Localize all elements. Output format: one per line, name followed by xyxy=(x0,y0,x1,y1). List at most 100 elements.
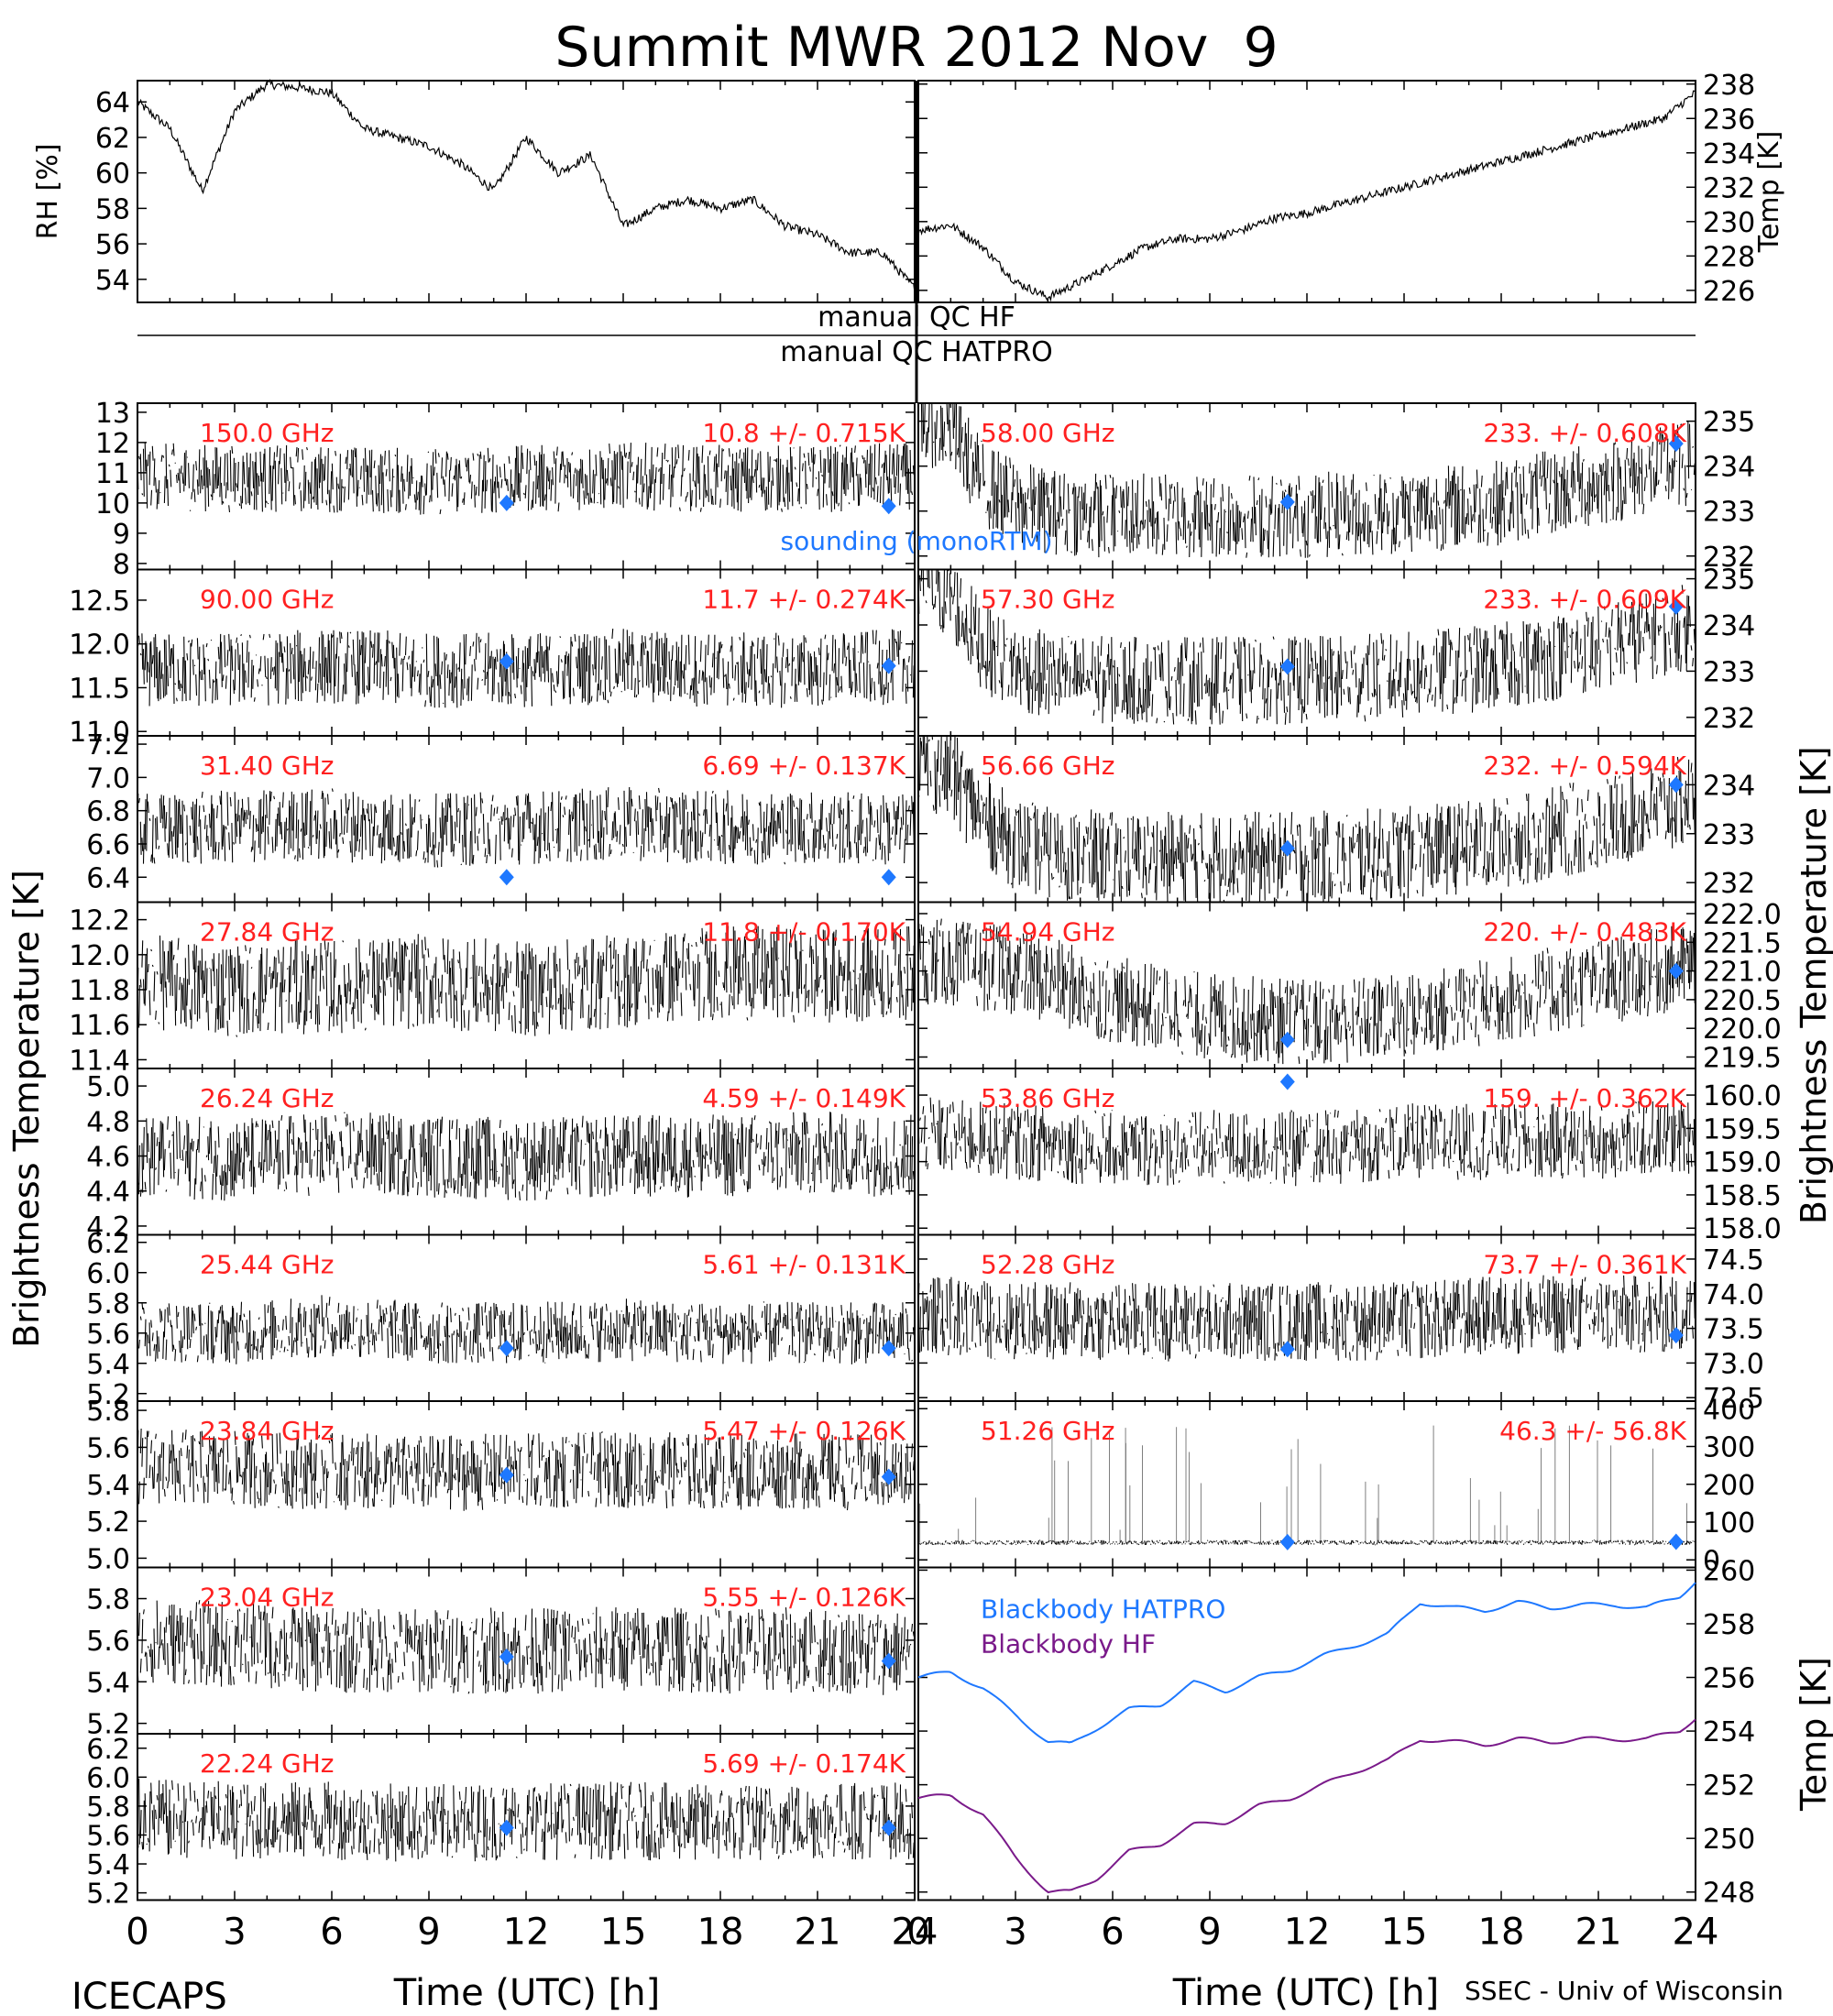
x-tick-label: 21 xyxy=(1575,1912,1622,1954)
y-tick-label: 74.5 xyxy=(1703,1244,1764,1276)
frequency-label: 53.86 GHz xyxy=(981,1083,1115,1113)
panel-ch-23.84: 5.0 5.2 5.4 5.6 5.8 23.84 GHz 5.47 +/- 0.126K xyxy=(86,1396,916,1575)
sounding-point xyxy=(881,1652,896,1670)
y-tick-label: 235 xyxy=(1703,407,1755,439)
panel-frame xyxy=(137,80,916,303)
y-tick-label: 4.4 xyxy=(86,1177,130,1209)
y-tick-label: 232 xyxy=(1703,703,1755,735)
y-tick-label: 12.2 xyxy=(69,905,130,937)
y-tick-label: 220.0 xyxy=(1703,1013,1782,1046)
y-tick-label: 5.8 xyxy=(86,1288,130,1320)
data-trace xyxy=(918,918,1696,1065)
y-tick-label: 158.5 xyxy=(1703,1180,1782,1212)
frequency-label: 23.84 GHz xyxy=(200,1416,335,1446)
y-tick-label: 11.8 xyxy=(69,975,130,1007)
y-tick-label: 12.5 xyxy=(69,586,130,618)
y-tick-label: 8 xyxy=(113,549,130,581)
y-tick-label: 228 xyxy=(1703,241,1755,273)
y-tick-label: 222.0 xyxy=(1703,899,1782,931)
y-tick-label: 5.6 xyxy=(86,1319,130,1351)
blackbody-ylabel: Temp [K] xyxy=(1794,1657,1833,1812)
y-tick-label: 0 xyxy=(1703,1545,1720,1577)
met-ylabel: Temp [K] xyxy=(1753,131,1785,254)
stat-label: 233. +/- 0.609K xyxy=(1483,585,1686,615)
y-tick-label: 5.6 xyxy=(86,1626,130,1658)
figure-title: Summit MWR 2012 Nov 9 xyxy=(554,16,1278,80)
y-tick-label: 5.2 xyxy=(86,1709,130,1741)
y-tick-label: 4.2 xyxy=(86,1211,130,1244)
y-tick-label: 7.0 xyxy=(86,762,130,794)
sounding-point xyxy=(1668,962,1684,980)
data-trace xyxy=(137,1112,915,1201)
y-tick-label: 58 xyxy=(95,193,130,225)
data-trace xyxy=(918,569,1696,725)
sounding-point xyxy=(1668,1533,1684,1550)
y-tick-label: 220.5 xyxy=(1703,985,1782,1017)
sounding-point xyxy=(1279,658,1295,675)
y-tick-label: 159.5 xyxy=(1703,1113,1782,1145)
x-tick-label: 18 xyxy=(1478,1912,1525,1954)
met-ylabel: RH [%] xyxy=(32,144,64,240)
panel-ch-25: 5.25.45.65.86.06.2 25.44 GHz 5.61 +/- 0.13… xyxy=(86,1228,916,1411)
y-tick-label: 234 xyxy=(1703,610,1755,642)
y-tick-label: 5.2 xyxy=(86,1879,130,1911)
y-tick-label: 252 xyxy=(1703,1770,1755,1802)
y-tick-label: 72.5 xyxy=(1703,1383,1764,1415)
y-tick-label: 160.0 xyxy=(1703,1080,1782,1112)
y-tick-label: 219.5 xyxy=(1703,1042,1782,1074)
y-tick-label: 230 xyxy=(1703,207,1755,239)
x-tick-label: 18 xyxy=(697,1912,744,1954)
y-tick-label: 233 xyxy=(1703,819,1755,851)
x-tick-label: 0 xyxy=(906,1912,929,1954)
y-tick-label: 54 xyxy=(95,265,130,297)
frequency-label: 90.00 GHz xyxy=(200,585,335,615)
frequency-label: 23.04 GHz xyxy=(200,1583,335,1613)
data-trace xyxy=(918,1097,1696,1187)
sounding-point xyxy=(1279,1341,1295,1358)
data-trace xyxy=(920,403,1696,558)
y-tick-label: 6.0 xyxy=(86,1762,130,1794)
panel-ch-22.24: 0 3 6 9 12 15 18 21 24 5.25.45.65.86.06.2 22.24 GH… xyxy=(86,1733,938,1954)
panel-ch-56.66: 232 233 234 56.66 GHz 232. +/- 0.594K xyxy=(917,735,1755,904)
sounding-point xyxy=(499,869,514,886)
y-tick-label: 5.8 xyxy=(86,1791,130,1824)
ylabel-right: Brightness Temperature [K] xyxy=(1794,746,1833,1224)
data-trace xyxy=(137,442,915,515)
stat-label: 232. +/- 0.594K xyxy=(1483,751,1686,781)
data-trace xyxy=(137,629,915,708)
blackbody-series xyxy=(917,1718,1696,1894)
y-tick-label: 248 xyxy=(1703,1878,1755,1910)
y-tick-label: 238 xyxy=(1703,70,1755,102)
y-tick-label: 5.4 xyxy=(86,1470,130,1502)
y-tick-label: 235 xyxy=(1703,564,1755,597)
x-tick-label: 21 xyxy=(795,1912,841,1954)
frequency-label: 56.66 GHz xyxy=(981,751,1115,781)
data-trace xyxy=(137,786,915,868)
sounding-point xyxy=(1279,493,1295,510)
y-tick-label: 232 xyxy=(1703,868,1755,900)
x-tick-label: 0 xyxy=(126,1912,148,1954)
frequency-label: 58.00 GHz xyxy=(981,418,1115,448)
sounding-point xyxy=(1279,1031,1295,1048)
y-tick-label: 11.0 xyxy=(69,717,130,749)
y-tick-label: 233 xyxy=(1703,656,1755,688)
y-tick-label: 12 xyxy=(95,428,130,460)
y-tick-label: 300 xyxy=(1703,1432,1755,1464)
y-tick-label: 5.0 xyxy=(86,1071,130,1103)
outlier-spikes xyxy=(919,1425,1687,1543)
x-tick-label: 24 xyxy=(892,1912,938,1954)
y-tick-label: 233 xyxy=(1703,497,1755,529)
y-tick-label: 56 xyxy=(95,229,130,261)
footer-right: SSEC - Univ of Wisconsin xyxy=(1465,1976,1784,2006)
y-tick-label: 9 xyxy=(113,519,130,551)
panel-ch-27: 11.411.611.812.012.2 27.84 GHz 11.8 +/- 0.… xyxy=(69,901,916,1077)
panel-ch-57.3: 232 233 234 235 57.30 GHz 233. +/- 0.609K xyxy=(917,564,1755,737)
stat-label: 11.8 +/- 0.170K xyxy=(702,917,906,948)
y-tick-label: 6.4 xyxy=(86,862,130,894)
y-tick-label: 13 xyxy=(95,398,130,430)
panel-frame xyxy=(917,80,1696,303)
